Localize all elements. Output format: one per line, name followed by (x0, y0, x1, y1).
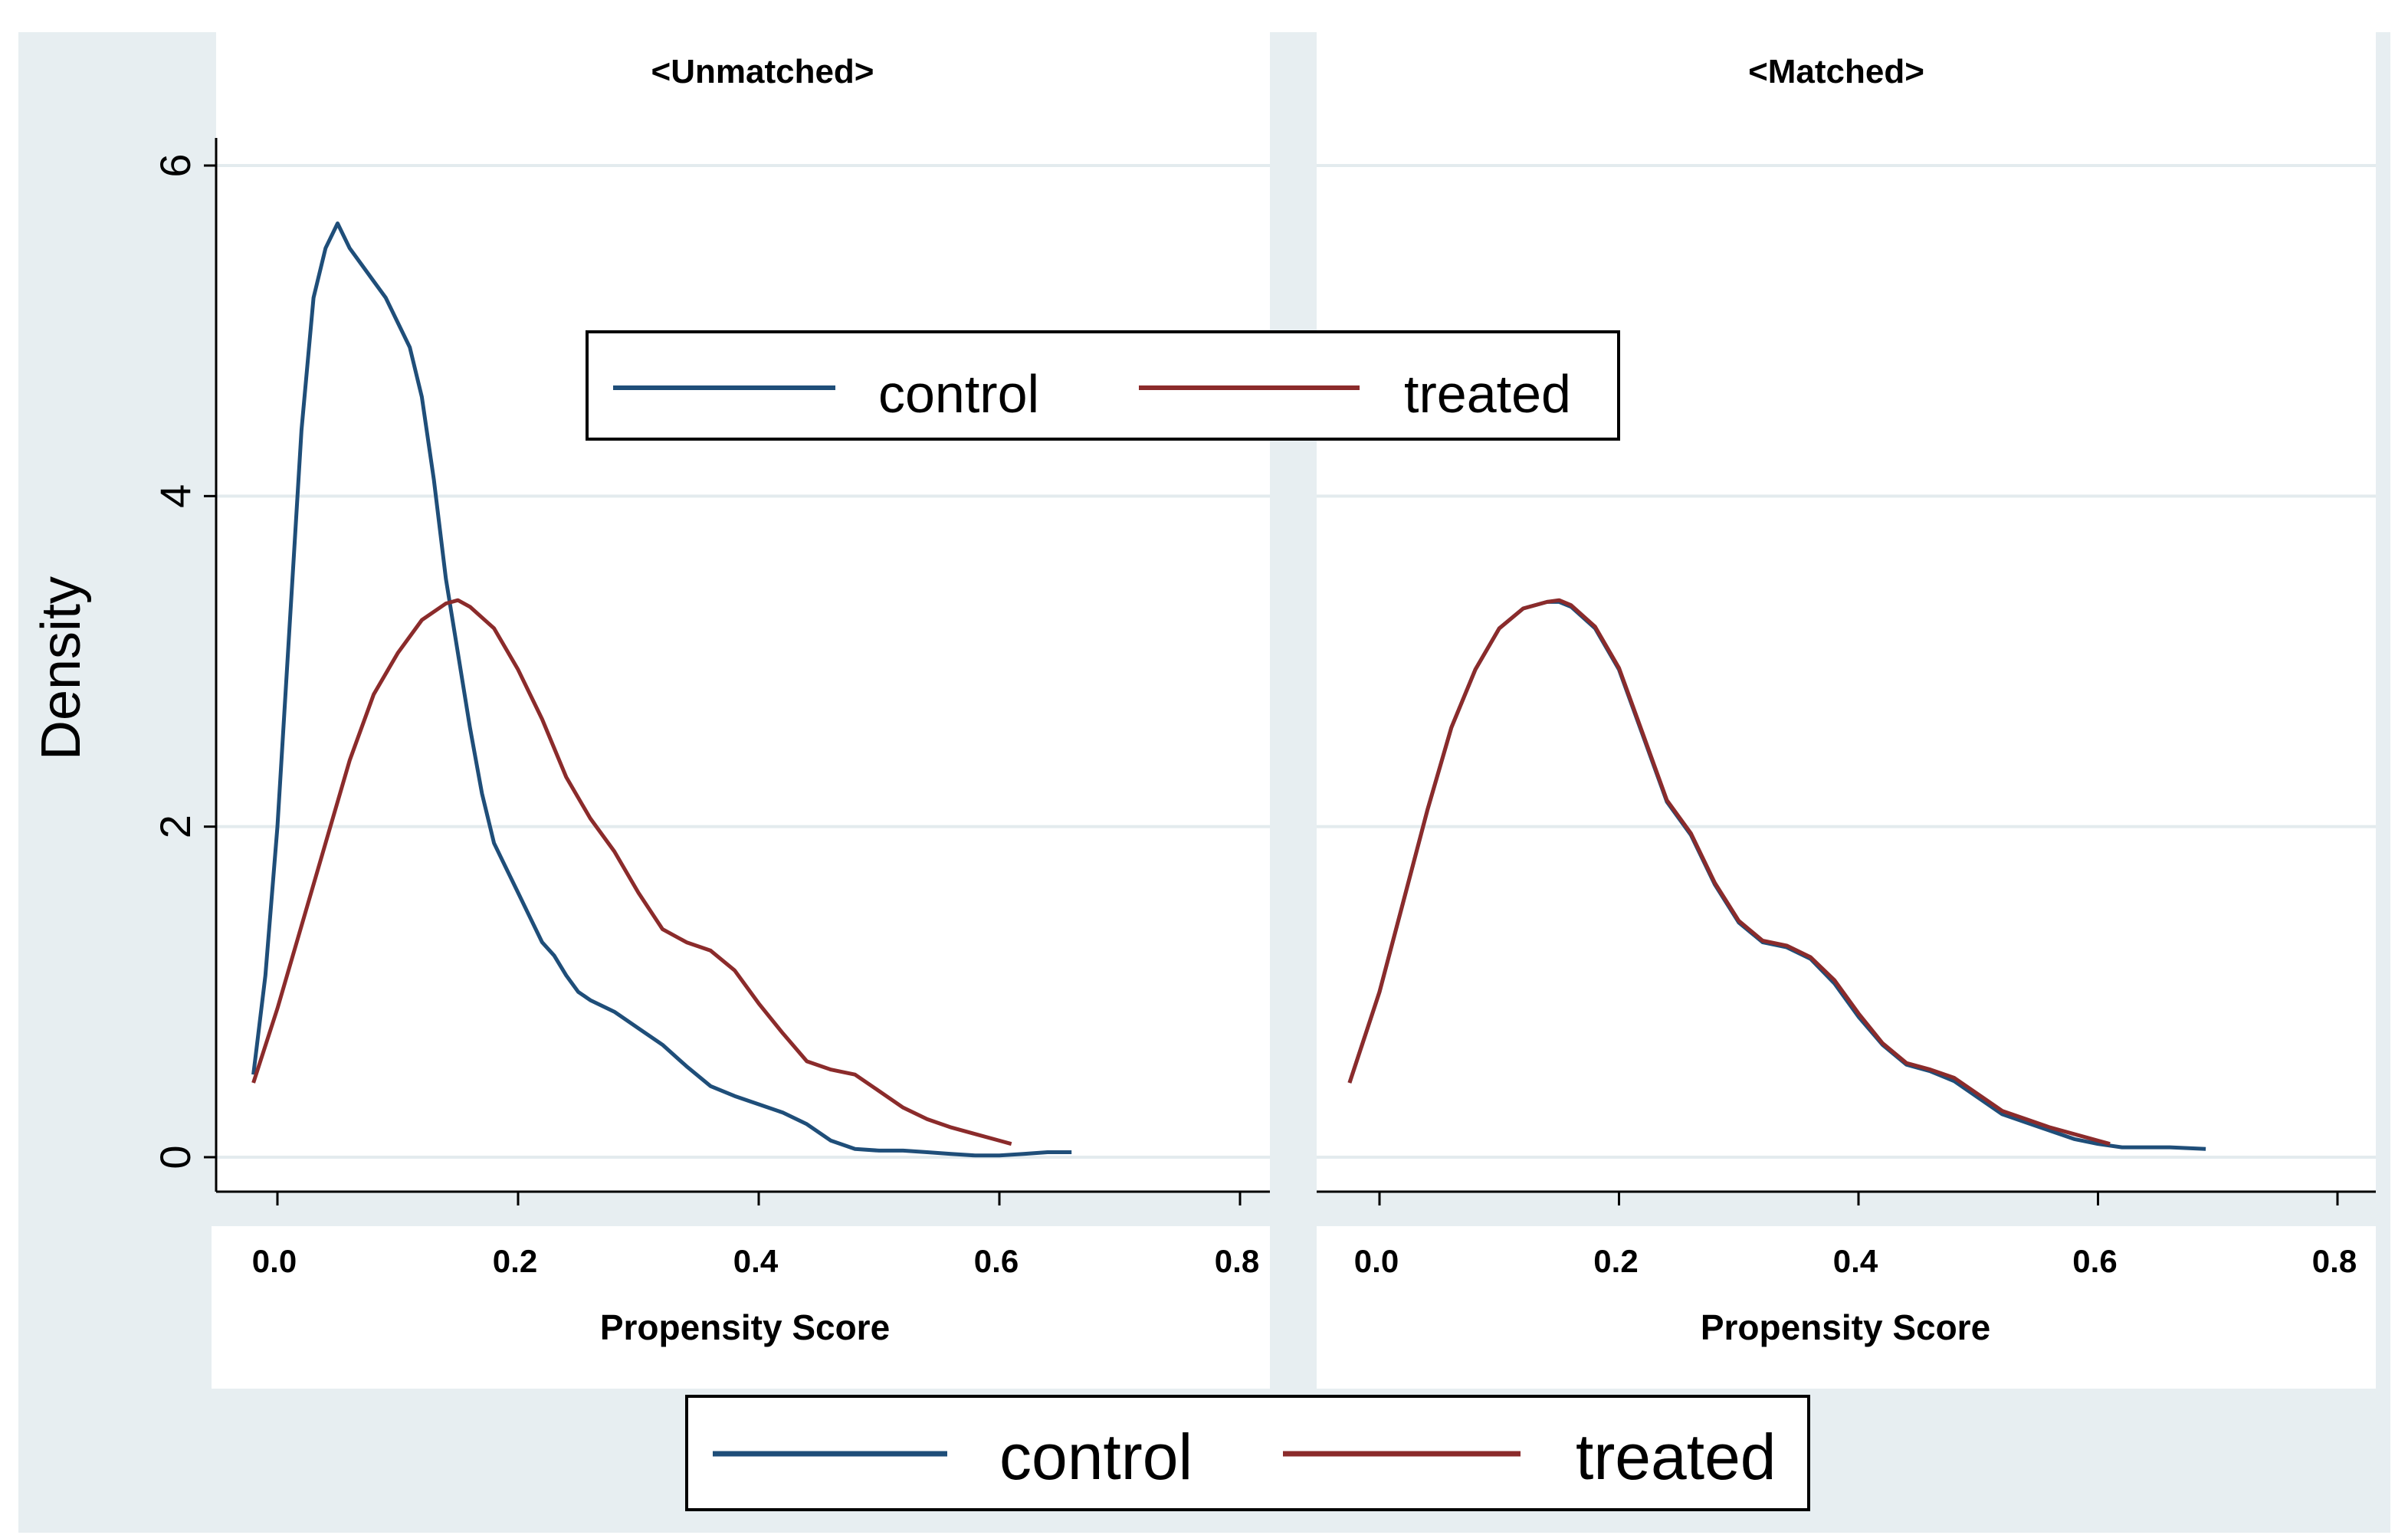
legend-label-control: control (999, 1421, 1193, 1493)
y-tick-label: 6 (151, 153, 199, 177)
axes: 0.0 0.2 0.4 0.6 0.8 (1317, 1190, 2376, 1279)
series-line-treated (251, 598, 1012, 1146)
x-tick-label: 0.8 (1215, 1243, 1259, 1279)
panel-unmatched: <Unmatched> 0 2 4 6 0.0 0.2 0.4 0.6 0.8 Propensi… (151, 32, 1270, 1389)
y-tick-label: 2 (151, 815, 199, 838)
x-axis-band (1317, 1226, 2376, 1389)
x-tick-label: 0.6 (2072, 1243, 2117, 1279)
x-axis-band (212, 1226, 1270, 1389)
y-tick-label: 0 (151, 1145, 199, 1169)
x-tick-label: 0.0 (252, 1243, 297, 1279)
panel-matched: <Matched> 0.0 0.2 0.4 0.6 0.8 Propensity Sco… (1317, 32, 2376, 1389)
series-line-control (251, 221, 1072, 1158)
plot-area (216, 133, 1270, 1191)
panel-title-band (216, 32, 1270, 133)
y-axis-label: Density (31, 576, 92, 760)
panel-title: <Matched> (1748, 53, 1924, 90)
x-tick-label: 0.6 (974, 1243, 1019, 1279)
panel-title: <Unmatched> (651, 53, 874, 90)
x-axis-label: Propensity Score (1701, 1307, 1990, 1347)
legend-bottom: control treated (685, 1395, 1810, 1511)
legend-label-control: control (878, 364, 1039, 424)
x-tick-label: 0.4 (1833, 1243, 1878, 1279)
gridlines (216, 164, 1270, 1159)
panel-title-band (1317, 32, 2376, 133)
x-tick-label: 0.4 (733, 1243, 779, 1279)
series-line-treated (1347, 598, 2111, 1146)
x-tick-label: 0.0 (1354, 1243, 1399, 1279)
x-tick-label: 0.8 (2312, 1243, 2357, 1279)
axes: 0 2 4 6 0.0 0.2 0.4 0.6 0.8 (151, 138, 1270, 1279)
legend-label-treated: treated (1576, 1421, 1776, 1493)
legend-label-treated: treated (1404, 364, 1571, 424)
series-layer (1347, 598, 2206, 1151)
y-tick-label: 4 (151, 484, 199, 508)
x-axis-label: Propensity Score (600, 1307, 890, 1347)
x-tick-label: 0.2 (493, 1243, 537, 1279)
legend-inner: control treated (586, 330, 1620, 441)
gridlines (1317, 164, 2376, 1159)
plot-area (1317, 133, 2376, 1191)
series-layer (251, 221, 1072, 1158)
x-tick-label: 0.2 (1593, 1243, 1638, 1279)
